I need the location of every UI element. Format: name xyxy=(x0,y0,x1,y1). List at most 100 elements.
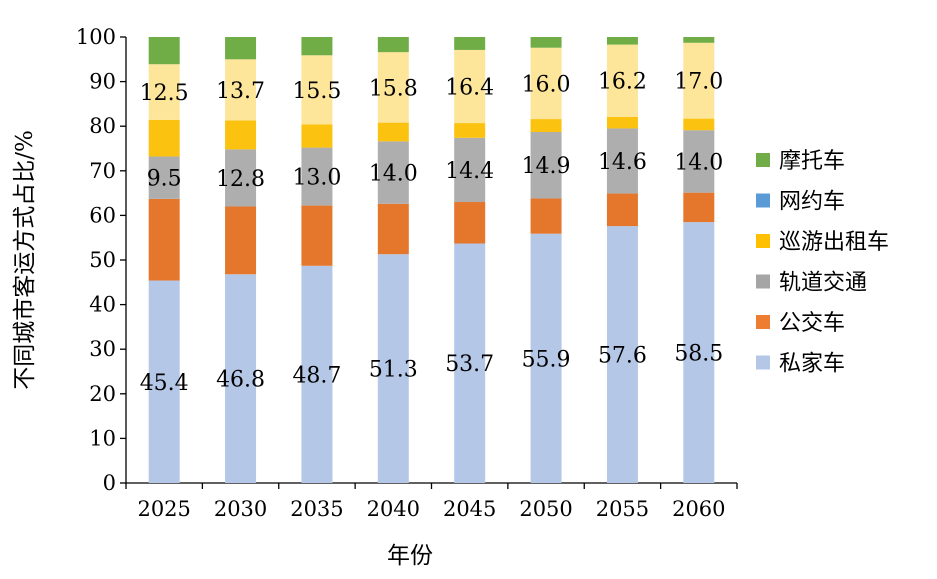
y-tick-label: 60 xyxy=(89,203,116,227)
bar-segment xyxy=(225,59,257,121)
data-label: 55.9 xyxy=(522,347,571,372)
bar-segment xyxy=(301,205,333,266)
bar-segment xyxy=(225,37,257,60)
data-label: 57.6 xyxy=(598,344,647,369)
data-label: 17.0 xyxy=(674,70,723,95)
bar-segment xyxy=(148,119,180,157)
bar-segment xyxy=(683,222,715,483)
x-tick-label: 2030 xyxy=(214,497,267,521)
y-tick-label: 0 xyxy=(103,471,116,495)
data-label: 12.5 xyxy=(140,81,189,106)
bar-segment xyxy=(301,147,333,206)
bar-segment xyxy=(683,42,715,119)
bar-segment xyxy=(530,233,562,483)
bar-segment xyxy=(148,37,180,65)
y-axis-title: 不同城市客运方式占比/% xyxy=(12,130,38,390)
data-label: 14.4 xyxy=(445,159,494,184)
x-tick-label: 2055 xyxy=(596,497,649,521)
bar-segment xyxy=(683,37,715,43)
y-tick-label: 30 xyxy=(89,337,116,361)
data-label: 48.7 xyxy=(292,363,341,388)
bar-segment xyxy=(454,202,486,244)
data-label: 15.8 xyxy=(369,76,418,101)
bar-segment xyxy=(377,52,409,123)
bar-segment xyxy=(454,137,486,203)
x-tick-label: 2060 xyxy=(672,497,725,521)
bars xyxy=(148,37,715,483)
legend-label: 巡游出租车 xyxy=(779,230,889,255)
legend-label: 网约车 xyxy=(779,190,845,215)
data-label: 45.4 xyxy=(140,371,189,396)
y-tick-label: 50 xyxy=(89,248,116,272)
bar-segment xyxy=(377,203,409,255)
bar-segment xyxy=(606,128,638,194)
bar-segment xyxy=(606,116,638,129)
legend-label: 轨道交通 xyxy=(779,271,867,296)
y-tick-label: 40 xyxy=(89,293,116,317)
data-labels: 45.4 9.5 12.5 46.8 12.8 13.7 48.7 13.0 15.5 51.3 1… xyxy=(140,70,724,396)
bar-segment xyxy=(683,192,715,223)
y-tick-label: 70 xyxy=(89,159,116,183)
data-label: 9.5 xyxy=(147,167,182,192)
data-label: 12.8 xyxy=(216,167,265,192)
bar-segment xyxy=(683,130,715,193)
bar-segment xyxy=(454,243,486,483)
bar-segment xyxy=(301,124,333,148)
bar-segment xyxy=(454,49,486,124)
data-label: 53.7 xyxy=(445,352,494,377)
data-label: 14.6 xyxy=(598,150,647,175)
data-label: 13.7 xyxy=(216,79,265,104)
bar-segment xyxy=(225,274,257,483)
legend-label: 私家车 xyxy=(779,352,845,377)
data-label: 15.5 xyxy=(292,79,341,104)
bar-segment xyxy=(606,193,638,227)
y-tick-label: 80 xyxy=(89,114,116,138)
x-tick-label: 2040 xyxy=(367,497,420,521)
x-tick-label: 2050 xyxy=(519,497,572,521)
legend-swatch xyxy=(756,355,770,370)
y-tick-label: 10 xyxy=(89,426,116,450)
bar-segment xyxy=(530,47,562,120)
legend-swatch xyxy=(756,315,770,329)
data-label: 14.0 xyxy=(674,150,723,175)
bar-segment xyxy=(377,37,409,53)
bar-segment xyxy=(301,55,333,125)
legend-label: 摩托车 xyxy=(779,149,845,174)
x-axis-title: 年份 xyxy=(387,543,433,569)
legend-swatch xyxy=(756,274,770,289)
data-label: 14.0 xyxy=(369,162,418,187)
bar-segment xyxy=(530,131,562,199)
data-label: 46.8 xyxy=(216,368,265,393)
bar-segment xyxy=(377,122,409,142)
bar-segment xyxy=(530,37,562,48)
bar-segment xyxy=(225,206,257,275)
bar-segment xyxy=(301,265,333,483)
y-tick-label: 20 xyxy=(89,382,116,406)
legend-swatch xyxy=(756,234,770,248)
bar-segment xyxy=(148,64,180,120)
bar-segment xyxy=(225,120,257,150)
bar-segment xyxy=(683,118,715,131)
data-label: 13.0 xyxy=(292,166,341,191)
y-tick-label: 100 xyxy=(76,25,116,49)
bar-segment xyxy=(606,44,638,117)
bar-segment xyxy=(148,156,180,199)
data-label: 14.9 xyxy=(522,154,571,179)
bar-segment xyxy=(606,37,638,45)
x-tick-label: 2035 xyxy=(290,497,343,521)
bar-segment xyxy=(225,149,257,207)
x-tick-label: 2045 xyxy=(443,497,496,521)
bar-segment xyxy=(454,123,486,138)
bar-segment xyxy=(377,141,409,204)
bar-segment xyxy=(148,280,180,483)
bar-segment xyxy=(148,198,180,281)
data-label: 16.0 xyxy=(522,72,571,97)
legend-swatch xyxy=(756,153,770,167)
bar-segment xyxy=(606,226,638,483)
data-label: 16.4 xyxy=(445,76,494,101)
bar-segment xyxy=(530,198,562,234)
bar-segment xyxy=(530,119,562,132)
